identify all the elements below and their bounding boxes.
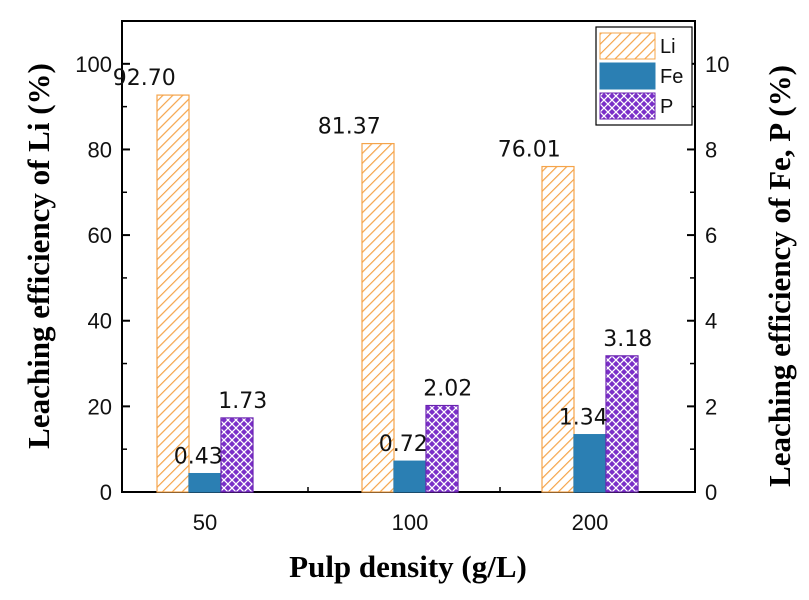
- legend-swatch-li: [599, 32, 656, 60]
- y-right-tick-label: 10: [705, 52, 729, 77]
- data-label-fe: 0.43: [174, 445, 223, 470]
- y-right-tick-label: 4: [705, 309, 717, 334]
- data-label-fe: 1.34: [559, 406, 608, 431]
- legend-swatch-fe: [599, 62, 656, 90]
- bar-fe: [573, 434, 607, 493]
- y-left-tick-label: 40: [88, 309, 112, 334]
- y-right-tick-label: 2: [705, 394, 717, 419]
- y-right-tick-label: 8: [705, 137, 717, 162]
- bar-p: [220, 417, 254, 493]
- legend-label-p: P: [660, 96, 673, 118]
- bar-p: [425, 404, 459, 493]
- y-left-tick-label: 100: [75, 52, 112, 77]
- x-axis-title: Pulp density (g/L): [289, 549, 527, 584]
- y-left-tick-label: 20: [88, 394, 112, 419]
- data-label-li: 92.70: [113, 66, 176, 91]
- x-tick-label: 200: [572, 510, 609, 535]
- y-right-tick-label: 6: [705, 223, 717, 248]
- legend-swatch-p: [599, 92, 656, 120]
- legend: Li Fe P: [595, 26, 693, 126]
- y-left-tick-label: 60: [88, 223, 112, 248]
- legend-label-li: Li: [660, 36, 676, 58]
- data-label-li: 76.01: [498, 138, 561, 163]
- y-left-tick-label: 0: [100, 480, 112, 505]
- bar-li: [361, 142, 395, 493]
- x-tick-label: 100: [392, 510, 429, 535]
- axis-ticks: 0 20 40 60 80 100 0 2 4 6 8 10 50 100 200: [75, 52, 729, 535]
- y-right-tick-label: 0: [705, 480, 717, 505]
- y-axis-right-title: Leaching efficiency of Fe, P (%): [762, 65, 797, 487]
- bars: [156, 94, 639, 493]
- bar-p: [605, 355, 639, 493]
- data-label-fe: 0.72: [379, 432, 428, 457]
- data-label-p: 1.73: [218, 389, 267, 414]
- x-tick-label: 50: [193, 510, 217, 535]
- bar-fe: [393, 460, 427, 493]
- y-left-tick-label: 80: [88, 137, 112, 162]
- bar-li: [541, 165, 575, 493]
- data-label-li: 81.37: [318, 115, 381, 140]
- bar-li: [156, 94, 190, 493]
- data-label-p: 2.02: [423, 377, 472, 402]
- y-axis-left-title: Leaching efficiency of Li (%): [21, 63, 56, 449]
- data-label-p: 3.18: [603, 327, 652, 352]
- bar-fe: [188, 472, 222, 493]
- legend-label-fe: Fe: [660, 66, 683, 88]
- data-labels: 92.70 0.43 1.73 81.37 0.72 2.02 76.01 1.34 3.18: [113, 66, 653, 470]
